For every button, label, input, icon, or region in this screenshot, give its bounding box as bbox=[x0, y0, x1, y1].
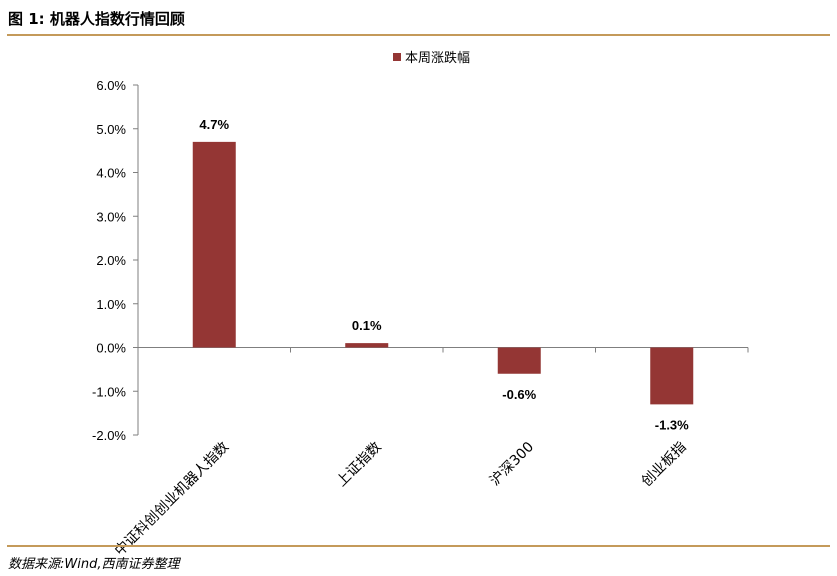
top-divider bbox=[7, 34, 830, 36]
bar bbox=[497, 347, 541, 374]
category-labels: 中证科创创业机器人指数 上证指数 沪深300 创业板指 bbox=[112, 439, 690, 559]
legend-swatch bbox=[393, 53, 401, 61]
category-label: 中证科创创业机器人指数 bbox=[112, 439, 232, 559]
y-tick-label: 1.0% bbox=[96, 297, 126, 312]
data-label: -1.3% bbox=[655, 417, 689, 432]
legend-label: 本周涨跌幅 bbox=[405, 50, 470, 66]
category-label: 沪深300 bbox=[487, 439, 537, 489]
source-note: 数据来源:Wind,西南证券整理 bbox=[8, 557, 180, 572]
bars bbox=[192, 141, 694, 405]
bar bbox=[345, 343, 389, 348]
data-labels: 4.7% 0.1% -0.6% -1.3% bbox=[199, 117, 689, 433]
data-label: 4.7% bbox=[199, 117, 229, 132]
y-tick-label: -2.0% bbox=[92, 428, 126, 443]
data-label: -0.6% bbox=[502, 387, 536, 402]
y-axis-ticks: -2.0% -1.0% 0.0% 1.0% 2.0% 3.0% 4.0% 5.0% 6.0% bbox=[92, 78, 138, 443]
y-tick-label: 5.0% bbox=[96, 122, 126, 137]
y-tick-label: -1.0% bbox=[92, 384, 126, 399]
category-label: 上证指数 bbox=[334, 439, 385, 490]
bottom-divider bbox=[7, 545, 830, 547]
y-tick-label: 0.0% bbox=[96, 341, 126, 356]
y-tick-label: 4.0% bbox=[96, 166, 126, 181]
bar bbox=[650, 347, 694, 405]
figure-title: 图 1: 机器人指数行情回顾 bbox=[8, 10, 185, 28]
legend: 本周涨跌幅 bbox=[393, 50, 470, 66]
bar bbox=[192, 141, 236, 348]
y-tick-label: 3.0% bbox=[96, 209, 126, 224]
data-label: 0.1% bbox=[352, 318, 382, 333]
y-tick-label: 2.0% bbox=[96, 253, 126, 268]
category-label: 创业板指 bbox=[639, 439, 690, 490]
y-tick-label: 6.0% bbox=[96, 78, 126, 93]
